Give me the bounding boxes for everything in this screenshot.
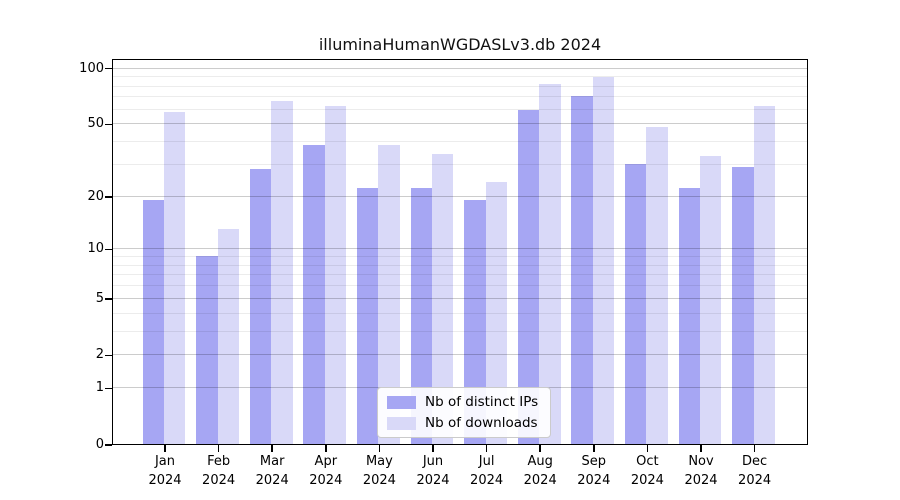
gridline-y-80 [113, 85, 807, 87]
gridline-y-70 [113, 96, 807, 98]
legend-item-distinct-ips: Nb of distinct IPs [387, 394, 538, 410]
bar-distinct-ips-jun [410, 188, 432, 444]
x-tick-label-apr: Apr 2024 [309, 454, 343, 488]
bar-downloads-may [378, 145, 400, 444]
x-tick-label-may: May 2024 [362, 454, 396, 488]
bar-downloads-mar [271, 101, 293, 444]
bar-downloads-jun [432, 154, 454, 444]
bar-distinct-ips-jul [464, 199, 486, 444]
y-tick-mark-5 [105, 298, 112, 300]
bar-downloads-sep [592, 77, 615, 444]
gridline-y-50 [113, 123, 807, 125]
bar-downloads-apr [324, 106, 347, 444]
y-tick-label-5: 5 [95, 290, 104, 306]
bar-distinct-ips-may [357, 188, 379, 444]
y-tick-label-100: 100 [79, 60, 104, 76]
legend-item-downloads: Nb of downloads [387, 415, 538, 431]
x-tick-mark-nov [700, 445, 702, 452]
y-tick-mark-1 [105, 387, 112, 390]
bar-distinct-ips-nov [678, 188, 700, 444]
bar-downloads-aug [539, 83, 561, 444]
x-tick-label-jun: Jun 2024 [416, 454, 450, 488]
bar-distinct-ips-jan [142, 199, 164, 444]
y-tick-label-2: 2 [95, 347, 104, 363]
y-tick-label-50: 50 [87, 116, 104, 132]
y-tick-mark-20 [105, 196, 112, 198]
y-tick-mark-0 [105, 444, 112, 446]
gridline-y-100 [113, 67, 807, 69]
x-tick-mark-jan [164, 445, 166, 452]
plot-area: Nb of distinct IPs Nb of downloads [112, 59, 808, 445]
bar-distinct-ips-aug [517, 110, 540, 444]
bar-distinct-ips-sep [571, 96, 593, 444]
bar-downloads-jan [164, 111, 186, 444]
x-tick-mark-dec [753, 445, 756, 452]
x-tick-mark-apr [325, 445, 327, 452]
x-tick-label-feb: Feb 2024 [202, 454, 236, 488]
gridline-y-90 [113, 76, 807, 78]
x-tick-label-nov: Nov 2024 [684, 454, 718, 488]
x-tick-label-sep: Sep 2024 [577, 454, 611, 488]
bar-downloads-dec [753, 106, 775, 444]
x-tick-mark-oct [646, 445, 649, 452]
bar-downloads-nov [700, 156, 722, 444]
bar-distinct-ips-oct [625, 164, 647, 444]
legend: Nb of distinct IPs Nb of downloads [377, 387, 552, 438]
x-tick-label-aug: Aug 2024 [523, 454, 557, 488]
bar-distinct-ips-feb [196, 256, 218, 444]
y-tick-mark-10 [105, 248, 112, 251]
x-tick-mark-jul [485, 445, 488, 452]
x-tick-label-oct: Oct 2024 [630, 454, 664, 488]
legend-label-distinct-ips: Nb of distinct IPs [425, 394, 539, 410]
bar-downloads-feb [217, 228, 239, 444]
x-tick-label-jan: Jan 2024 [148, 454, 182, 488]
chart-title: illuminaHumanWGDASLv3.db 2024 [318, 35, 602, 54]
bar-downloads-jul [485, 181, 507, 444]
y-tick-mark-100 [105, 67, 112, 70]
bar-distinct-ips-mar [249, 169, 272, 444]
x-tick-label-dec: Dec 2024 [738, 454, 772, 488]
x-tick-mark-aug [539, 445, 541, 452]
x-tick-label-mar: Mar 2024 [255, 454, 289, 488]
y-tick-label-10: 10 [87, 241, 104, 257]
y-tick-label-0: 0 [95, 437, 104, 452]
legend-label-downloads: Nb of downloads [425, 415, 538, 431]
gridline-y-60 [113, 108, 807, 110]
x-tick-mark-jun [432, 445, 434, 452]
y-tick-mark-50 [105, 123, 112, 126]
x-tick-mark-feb [217, 445, 220, 452]
x-tick-mark-may [378, 445, 381, 452]
gridline-y-40 [113, 141, 807, 143]
y-tick-label-1: 1 [95, 380, 104, 396]
legend-swatch-distinct-ips [387, 395, 416, 409]
bar-downloads-oct [646, 126, 668, 444]
x-tick-mark-sep [593, 445, 595, 452]
x-tick-label-jul: Jul 2024 [470, 454, 504, 488]
y-tick-label-20: 20 [87, 188, 104, 204]
y-tick-mark-2 [105, 354, 112, 357]
legend-swatch-downloads [387, 416, 416, 430]
bar-distinct-ips-dec [732, 166, 754, 444]
bar-distinct-ips-apr [303, 145, 325, 444]
x-tick-mark-mar [271, 445, 273, 452]
